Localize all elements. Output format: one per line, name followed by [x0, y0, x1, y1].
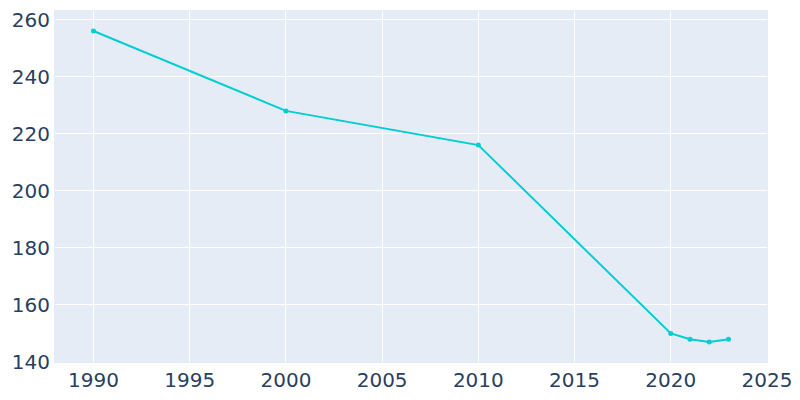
svg-text:140: 140	[12, 350, 50, 374]
svg-text:160: 160	[12, 293, 50, 317]
svg-text:260: 260	[12, 8, 50, 32]
svg-text:2005: 2005	[357, 368, 408, 392]
svg-text:2015: 2015	[549, 368, 600, 392]
svg-text:1995: 1995	[164, 368, 215, 392]
svg-text:2025: 2025	[742, 368, 793, 392]
svg-text:1990: 1990	[68, 368, 119, 392]
svg-text:220: 220	[12, 122, 50, 146]
svg-text:2010: 2010	[453, 368, 504, 392]
svg-text:2000: 2000	[260, 368, 311, 392]
svg-text:2020: 2020	[645, 368, 696, 392]
svg-text:180: 180	[12, 236, 50, 260]
svg-text:200: 200	[12, 179, 50, 203]
svg-text:240: 240	[12, 65, 50, 89]
